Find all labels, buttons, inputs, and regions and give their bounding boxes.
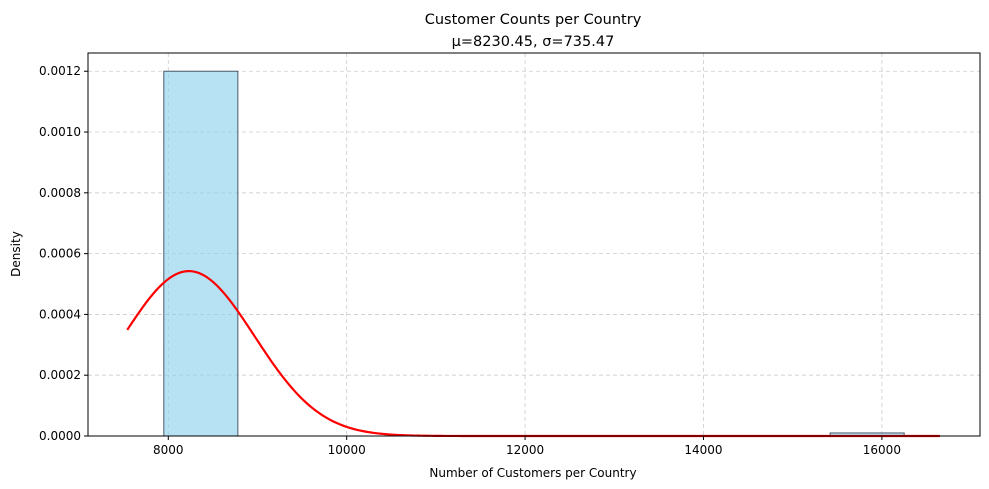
y-tick-label: 0.0010	[39, 125, 81, 139]
x-tick-label: 14000	[684, 443, 722, 457]
y-tick-label: 0.0006	[39, 247, 81, 261]
chart-subtitle: μ=8230.45, σ=735.47	[452, 34, 615, 50]
density-curve-layer	[126, 270, 940, 438]
x-tick-label: 16000	[863, 443, 901, 457]
x-axis-label: Number of Customers per Country	[429, 466, 636, 480]
x-tick-label: 12000	[506, 443, 544, 457]
y-tick-label: 0.0002	[39, 368, 81, 382]
y-tick-label: 0.0012	[39, 64, 81, 78]
x-axis-ticks: 8000 10000 12000 14000 16000	[153, 436, 901, 457]
x-tick-label: 10000	[328, 443, 366, 457]
histogram-bar-1	[163, 70, 239, 437]
x-tick-label: 8000	[153, 443, 184, 457]
y-tick-label: 0.0008	[39, 186, 81, 200]
plot-frame	[87, 52, 981, 437]
y-axis-ticks: 0.0000 0.0002 0.0004 0.0006 0.0008 0.0010 0.00…	[39, 64, 88, 443]
histogram-bars	[163, 70, 905, 437]
y-tick-label: 0.0000	[39, 429, 81, 443]
chart-title: Customer Counts per Country	[425, 12, 642, 28]
y-tick-label: 0.0004	[39, 307, 81, 321]
y-axis-label: Density	[9, 231, 23, 277]
normal-density-curve	[126, 270, 940, 438]
